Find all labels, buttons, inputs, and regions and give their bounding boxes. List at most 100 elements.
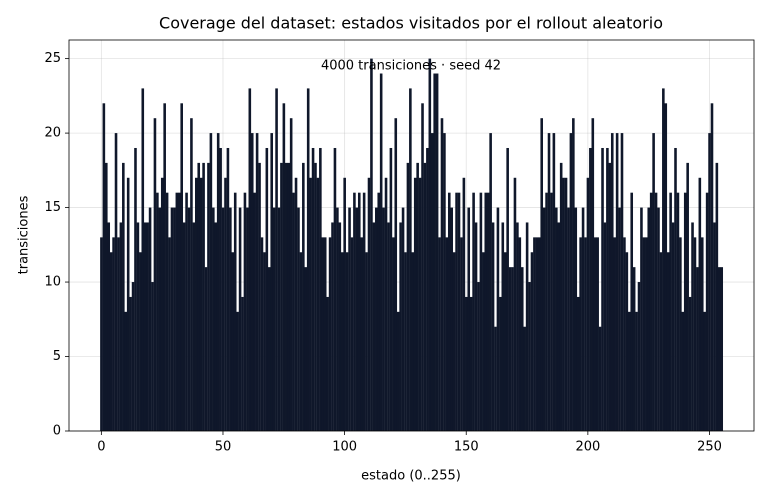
bar xyxy=(216,133,220,431)
bar xyxy=(365,252,368,431)
bar xyxy=(236,311,239,431)
bar xyxy=(601,147,604,431)
bar xyxy=(608,162,612,431)
bar xyxy=(387,222,390,431)
bar xyxy=(545,192,548,431)
bar xyxy=(460,237,463,431)
bar xyxy=(537,237,541,431)
bar xyxy=(416,162,419,431)
bar xyxy=(645,237,648,431)
bar xyxy=(195,177,198,431)
bar xyxy=(613,237,616,431)
bar xyxy=(302,162,305,431)
bar xyxy=(705,192,709,431)
bar xyxy=(713,222,716,431)
bar xyxy=(584,237,587,431)
bar xyxy=(603,222,607,431)
bar xyxy=(433,73,436,431)
bar xyxy=(382,207,385,431)
bar xyxy=(486,192,490,431)
bar xyxy=(265,147,269,431)
bar xyxy=(357,192,361,431)
bar xyxy=(396,311,400,431)
bar xyxy=(496,207,500,431)
y-tick-label: 15 xyxy=(44,200,61,215)
bar xyxy=(399,222,402,431)
bar xyxy=(479,192,483,431)
bar xyxy=(350,237,354,431)
bar xyxy=(499,296,502,431)
bar xyxy=(671,222,675,431)
bar xyxy=(552,133,556,431)
bar xyxy=(413,177,417,431)
bar xyxy=(146,222,149,431)
bar xyxy=(717,267,721,431)
bar xyxy=(669,192,672,431)
bar xyxy=(681,311,685,431)
bar xyxy=(160,177,164,431)
bar xyxy=(562,177,565,431)
bar xyxy=(212,207,215,431)
bar xyxy=(581,207,585,431)
bar xyxy=(518,237,522,431)
bar xyxy=(105,162,108,431)
bar xyxy=(331,222,334,431)
bar xyxy=(455,192,458,431)
y-tick-label: 25 xyxy=(44,51,61,66)
bar xyxy=(691,222,694,431)
bar xyxy=(508,267,512,431)
bar xyxy=(688,296,692,431)
bar xyxy=(606,147,609,431)
bar xyxy=(683,192,687,431)
bar xyxy=(272,207,276,431)
bar xyxy=(640,207,643,431)
bar xyxy=(297,207,300,431)
bar xyxy=(450,207,454,431)
bar xyxy=(219,147,222,431)
bar xyxy=(503,252,507,431)
bar xyxy=(187,207,191,431)
bar xyxy=(625,252,629,431)
bar xyxy=(647,207,651,431)
annotation: 4000 transiciones · seed 42 xyxy=(321,59,501,74)
bar xyxy=(367,177,371,431)
bar xyxy=(275,88,278,432)
bar xyxy=(340,252,344,431)
y-tick-label: 0 xyxy=(53,424,61,439)
x-tick-label: 100 xyxy=(332,440,357,455)
bar xyxy=(462,177,466,431)
bar xyxy=(253,192,256,431)
bar xyxy=(311,147,315,431)
bar xyxy=(353,192,356,431)
bar xyxy=(226,147,230,431)
bar xyxy=(435,73,439,431)
bar xyxy=(392,237,395,431)
bar xyxy=(129,296,132,431)
bar xyxy=(285,162,288,431)
bar xyxy=(280,162,283,431)
bar xyxy=(501,222,505,431)
bar xyxy=(472,192,475,431)
bar xyxy=(319,147,322,431)
bar xyxy=(207,162,210,431)
bar xyxy=(406,162,410,431)
bar xyxy=(652,133,655,431)
bar xyxy=(452,252,456,431)
bar xyxy=(233,192,237,431)
bar xyxy=(579,237,582,431)
bar xyxy=(528,282,531,431)
bar xyxy=(559,162,563,431)
bar xyxy=(165,192,169,431)
bar xyxy=(598,326,602,431)
bar xyxy=(224,177,227,431)
bar xyxy=(139,252,142,431)
bar xyxy=(175,192,179,431)
bar xyxy=(491,222,495,431)
bar xyxy=(156,192,159,431)
bar xyxy=(177,192,181,431)
bar xyxy=(336,207,339,431)
bar xyxy=(623,237,626,431)
bar xyxy=(377,192,381,431)
